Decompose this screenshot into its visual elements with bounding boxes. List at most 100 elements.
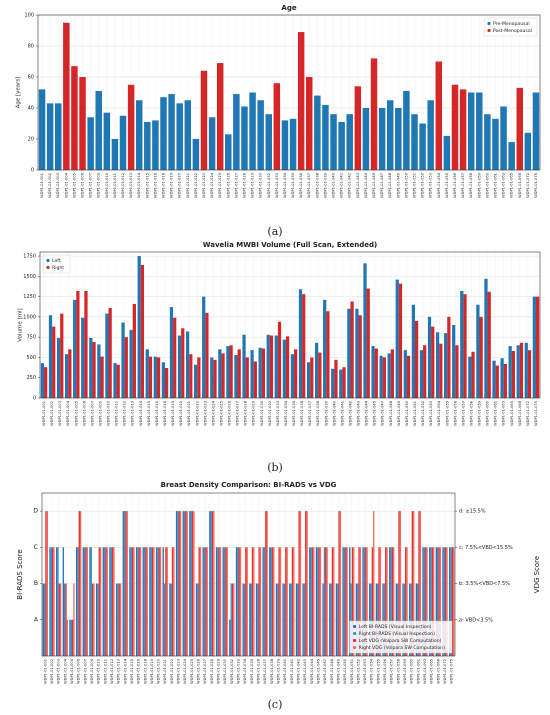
x-tick-label: WDP1-01-047 xyxy=(323,659,327,684)
bar xyxy=(108,307,112,398)
bar xyxy=(169,583,171,656)
x-tick-label: WDP1-01-016 xyxy=(153,172,157,198)
bar xyxy=(430,547,432,656)
bar xyxy=(359,547,362,656)
bar xyxy=(124,337,128,398)
y-tick-label: 100 xyxy=(24,13,34,19)
bar xyxy=(171,547,174,656)
x-tick-label: WDP1-01-030 xyxy=(223,658,227,684)
bar xyxy=(202,296,206,398)
bar xyxy=(153,356,157,398)
bar xyxy=(390,349,395,398)
bar xyxy=(91,583,94,656)
bar xyxy=(437,547,439,656)
bar xyxy=(476,304,480,398)
bar xyxy=(318,547,320,656)
y2-tick-label: d: ≥15.5% xyxy=(459,509,486,515)
bar xyxy=(411,511,414,656)
bar xyxy=(173,317,177,398)
bar xyxy=(417,583,419,656)
bar xyxy=(140,264,145,398)
bar xyxy=(50,547,52,656)
bar xyxy=(302,294,306,398)
bar xyxy=(315,342,319,398)
x-tick-label: WDP1-01-053 xyxy=(429,401,433,426)
bar xyxy=(106,547,108,656)
bar xyxy=(426,547,428,656)
bar xyxy=(53,547,55,656)
bar xyxy=(215,547,218,656)
x-tick-label: WDP1-01-034 xyxy=(283,172,287,198)
bar xyxy=(183,511,186,656)
bar xyxy=(249,583,251,656)
y-tick-label: 0 xyxy=(33,396,36,402)
bar xyxy=(315,547,318,656)
bar xyxy=(245,547,247,656)
bar xyxy=(270,547,272,656)
bar xyxy=(99,547,102,656)
bar xyxy=(427,316,432,398)
x-tick-label: WDP1-01-053 xyxy=(429,173,433,198)
x-tick-label: WDP1-01-010 xyxy=(105,172,109,198)
x-tick-label: WDP1-01-027 xyxy=(234,173,238,198)
bar xyxy=(298,289,303,398)
bar xyxy=(251,547,254,656)
x-tick-label: WDP1-01-036 xyxy=(256,658,260,684)
bar xyxy=(382,583,384,656)
bar xyxy=(492,118,499,170)
bar xyxy=(297,32,305,170)
bar xyxy=(313,547,315,656)
bar xyxy=(162,547,164,656)
x-tick-label: WDP1-01-014 xyxy=(137,172,141,198)
bar xyxy=(60,313,64,398)
x-tick-label: WDP1-01-007 xyxy=(89,173,93,198)
bar xyxy=(182,511,184,656)
bar xyxy=(155,547,158,656)
bar xyxy=(265,511,267,656)
bar xyxy=(185,331,190,398)
x-tick-label: WDP1-01-048 xyxy=(388,172,392,198)
bar xyxy=(144,121,151,170)
bar xyxy=(205,312,209,398)
bar xyxy=(216,63,224,170)
x-tick-label: WDP1-01-034 xyxy=(284,400,288,426)
bar xyxy=(326,547,328,656)
bar xyxy=(425,547,427,656)
bar xyxy=(338,511,340,656)
bar xyxy=(238,547,240,656)
legend-swatch xyxy=(46,265,50,270)
x-tick-label: WDP1-01-048 xyxy=(330,658,334,684)
x-tick-label: WDP1-01-012 xyxy=(110,659,114,684)
bar xyxy=(398,511,400,656)
bar xyxy=(89,547,91,656)
x-tick-label: WDP1-01-060 xyxy=(486,400,490,426)
legend-label: Right VDG (Volpara SW Computation) xyxy=(359,645,445,651)
x-tick-label: WDP1-01-065 xyxy=(430,659,434,684)
x-tick-label: WDP1-01-026 xyxy=(226,172,230,198)
bar xyxy=(219,547,222,656)
x-tick-label: WDP1-01-039 xyxy=(323,172,327,198)
bar xyxy=(423,345,427,398)
bar xyxy=(242,583,244,656)
y-tick-label: 750 xyxy=(26,335,36,341)
bar xyxy=(86,547,88,656)
x-tick-label: WDP1-01-019 xyxy=(170,172,174,198)
bar xyxy=(135,100,143,170)
x-tick-label: WDP1-01-002 xyxy=(50,401,54,426)
x-tick-label: WDP1-01-030 xyxy=(260,400,264,426)
x-tick-label: WDP1-01-010 xyxy=(97,658,101,684)
bar xyxy=(378,547,380,656)
x-tick-label: WDP1-01-015 xyxy=(145,173,149,198)
bar xyxy=(186,511,188,656)
y-axis-label: Volume [ml] xyxy=(18,308,24,341)
y-tick-label: 40 xyxy=(28,106,34,112)
y-tick-label: 1250 xyxy=(23,294,36,300)
bar xyxy=(435,332,440,398)
bar xyxy=(387,353,391,398)
bar xyxy=(138,547,140,656)
bar xyxy=(225,547,227,656)
bar xyxy=(139,547,142,656)
bar xyxy=(195,583,198,656)
bar xyxy=(192,139,200,170)
bar xyxy=(103,547,106,656)
